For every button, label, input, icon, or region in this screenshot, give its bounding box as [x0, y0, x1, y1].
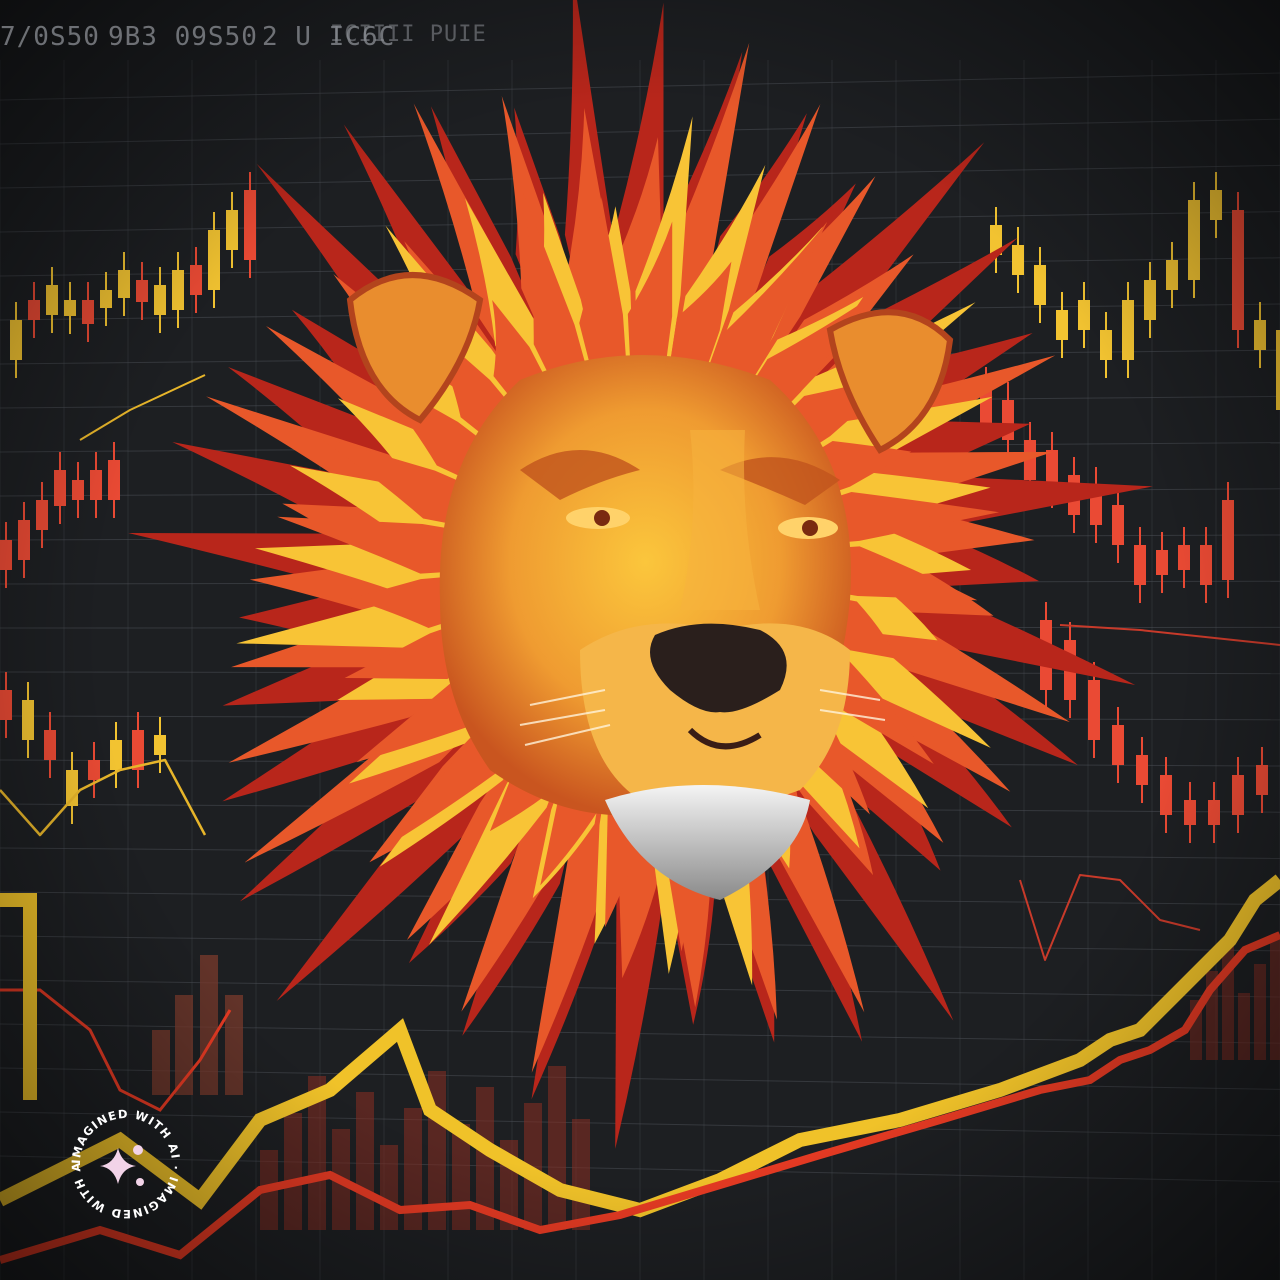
sparkle-icon — [100, 1145, 144, 1186]
chart-header-text-3: 2 U IC6C — [262, 22, 396, 52]
chart-header-text-2: 9B3 09S50 — [108, 22, 258, 52]
imagined-with-ai-badge: IMAGINED WITH AI · IMAGINED WITH AI · — [62, 1100, 182, 1221]
chart-header-text-4: ICIIII PUIE — [330, 22, 487, 47]
chart-header-text-1: 7/0S50 — [0, 22, 100, 52]
